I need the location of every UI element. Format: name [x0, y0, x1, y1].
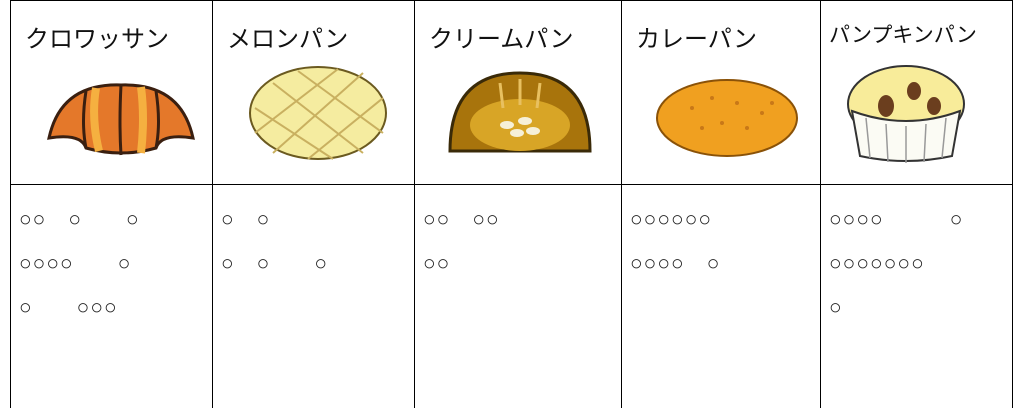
tally-line: ○ ○ ○ [221, 251, 329, 275]
croissant-image [47, 83, 195, 156]
header-text: パンプキンパン [829, 23, 977, 47]
header-text: カレーパン [636, 27, 757, 53]
melonpan-image [249, 66, 387, 160]
column: クリームパン ○○ ○○ ○○ [414, 0, 621, 408]
header-text: クリームパン [429, 27, 574, 53]
tally-line: ○○○○○○ [630, 207, 713, 231]
header-text: クロワッサン [25, 27, 169, 53]
header-cell: カレーパン [622, 0, 820, 185]
cell: ○○ ○○ ○○ [423, 197, 500, 285]
pumpkin-image [847, 65, 965, 163]
tally-line: ○○○○ ○ [630, 251, 721, 275]
column: メロンパン ○ ○ ○ ○ ○ [212, 0, 414, 408]
header-cell: クリームパン [415, 0, 621, 185]
tally-line: ○○○○ ○ [829, 207, 964, 231]
tally-line: ○○ ○ ○ [19, 207, 140, 231]
currypan-image [656, 79, 798, 157]
cell: ○ ○ ○ ○ ○ [221, 197, 328, 285]
tally-line: ○ [829, 295, 843, 319]
tally-line: ○○○○ ○ [19, 251, 132, 275]
header-text: メロンパン [227, 27, 349, 53]
tally-line: ○○○○○○○ [829, 251, 925, 275]
cell: ○○ ○ ○ ○○○○ ○ ○ ○○○ [19, 197, 140, 329]
tally-line: ○ ○○○ [19, 295, 118, 319]
header-cell: クロワッサン [11, 0, 212, 185]
tally-line: ○○ ○○ [423, 207, 500, 231]
column: クロワッサン ○○ ○ ○ ○○○○ ○ ○ ○○○ [10, 0, 212, 408]
tally-line: ○ ○ [221, 207, 271, 231]
creampan-image [448, 71, 592, 153]
column: カレーパン ○○○○○○ ○○○○ ○ [621, 0, 820, 408]
cell: ○○○○○○ ○○○○ ○ [630, 197, 720, 285]
header-cell: パンプキンパン [821, 0, 1012, 185]
column: パンプキンパン ○○○○ ○ ○○○○○○○ ○ [820, 0, 1013, 408]
cell: ○○○○ ○ ○○○○○○○ ○ [829, 197, 963, 329]
header-cell: メロンパン [213, 0, 414, 185]
tally-line: ○○ [423, 251, 451, 275]
